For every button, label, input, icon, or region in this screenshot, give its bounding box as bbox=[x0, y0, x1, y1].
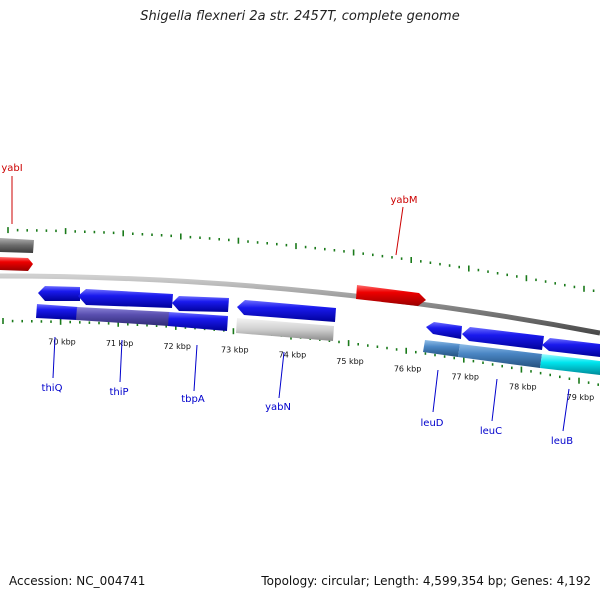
gene-arrow-leuD[interactable] bbox=[426, 322, 462, 339]
scale-label: 72 kbp bbox=[163, 342, 191, 351]
genes-value: 4,192 bbox=[556, 574, 591, 588]
length-label: Length: bbox=[373, 574, 420, 588]
gene-label-thiQ[interactable]: thiQ bbox=[42, 383, 63, 394]
genome-backbone bbox=[0, 273, 600, 336]
gene-forward-red-yabM[interactable] bbox=[356, 285, 426, 306]
scale-labels: 70 kbp 71 kbp 72 kbp 73 kbp 74 kbp 75 kbp 76 k… bbox=[48, 338, 594, 403]
genes-label: Genes: bbox=[510, 574, 553, 588]
gene-arrow-leuB[interactable] bbox=[542, 338, 600, 357]
scale-label: 78 kbp bbox=[509, 382, 537, 391]
yabM-leader bbox=[395, 206, 404, 256]
reverse-gene-labels: thiQ thiP tbpA yabN leuD leuC leuB bbox=[42, 336, 573, 447]
tbpA-leader bbox=[193, 344, 198, 392]
leuD-leader bbox=[432, 369, 439, 413]
leuB-leader bbox=[562, 388, 570, 432]
outer-tick-track bbox=[7, 227, 595, 292]
gene-label-thiP[interactable]: thiP bbox=[109, 387, 128, 398]
genome-stats-footer: Topology: circular; Length: 4,599,354 bp… bbox=[261, 574, 591, 588]
forward-gene-labels: yabI yabM bbox=[1, 163, 418, 256]
gene-label-tbpA[interactable]: tbpA bbox=[181, 394, 205, 405]
topology-label: Topology: bbox=[261, 574, 318, 588]
gene-forward-red-yabI[interactable] bbox=[0, 257, 33, 271]
yabN-leader bbox=[278, 351, 285, 399]
scale-label: 74 kbp bbox=[279, 351, 307, 360]
gene-arrow-thiP[interactable] bbox=[78, 289, 173, 308]
gene-arrow-thiQ[interactable] bbox=[38, 286, 80, 301]
gene-label-yabN[interactable]: yabN bbox=[265, 402, 291, 413]
feature-block-leuC[interactable] bbox=[458, 344, 542, 368]
gene-label-yabI[interactable]: yabI bbox=[1, 163, 22, 174]
reverse-strand-genes bbox=[36, 286, 600, 375]
gene-label-yabM[interactable]: yabM bbox=[390, 195, 417, 206]
feature-block-yabN[interactable] bbox=[236, 318, 334, 341]
scale-label: 76 kbp bbox=[394, 364, 422, 373]
feature-block-thiP[interactable] bbox=[76, 307, 170, 326]
gene-label-leuC[interactable]: leuC bbox=[480, 426, 502, 437]
thiQ-leader bbox=[52, 336, 56, 379]
gene-forward-dark[interactable] bbox=[0, 238, 34, 253]
accession-footer: Accession: NC_004741 bbox=[9, 574, 145, 588]
feature-block-leuB[interactable] bbox=[540, 354, 600, 375]
gene-label-leuB[interactable]: leuB bbox=[551, 436, 573, 447]
length-value: 4,599,354 bp bbox=[422, 574, 503, 588]
topology-value: circular bbox=[321, 574, 366, 588]
gene-arrow-tbpA[interactable] bbox=[172, 296, 229, 312]
feature-block-leuD[interactable] bbox=[423, 340, 460, 357]
scale-label: 73 kbp bbox=[221, 346, 249, 355]
scale-label: 70 kbp bbox=[48, 338, 76, 347]
gene-label-leuD[interactable]: leuD bbox=[421, 418, 444, 429]
thiP-leader bbox=[119, 339, 123, 383]
feature-block-thiQ[interactable] bbox=[36, 304, 78, 320]
gene-arrow-yabN[interactable] bbox=[237, 300, 336, 322]
scale-label: 75 kbp bbox=[336, 357, 364, 366]
scale-label: 79 kbp bbox=[567, 393, 595, 402]
scale-label: 77 kbp bbox=[451, 373, 479, 382]
accession-label: Accession: bbox=[9, 574, 73, 588]
feature-block-tbpA[interactable] bbox=[168, 312, 228, 331]
map-title: Shigella flexneri 2a str. 2457T, complet… bbox=[140, 9, 460, 24]
gene-arrow-leuC[interactable] bbox=[462, 327, 544, 350]
scale-label: 71 kbp bbox=[106, 339, 134, 348]
leuC-leader bbox=[491, 378, 498, 422]
forward-strand-genes bbox=[0, 238, 426, 306]
accession-value: NC_004741 bbox=[76, 574, 146, 588]
